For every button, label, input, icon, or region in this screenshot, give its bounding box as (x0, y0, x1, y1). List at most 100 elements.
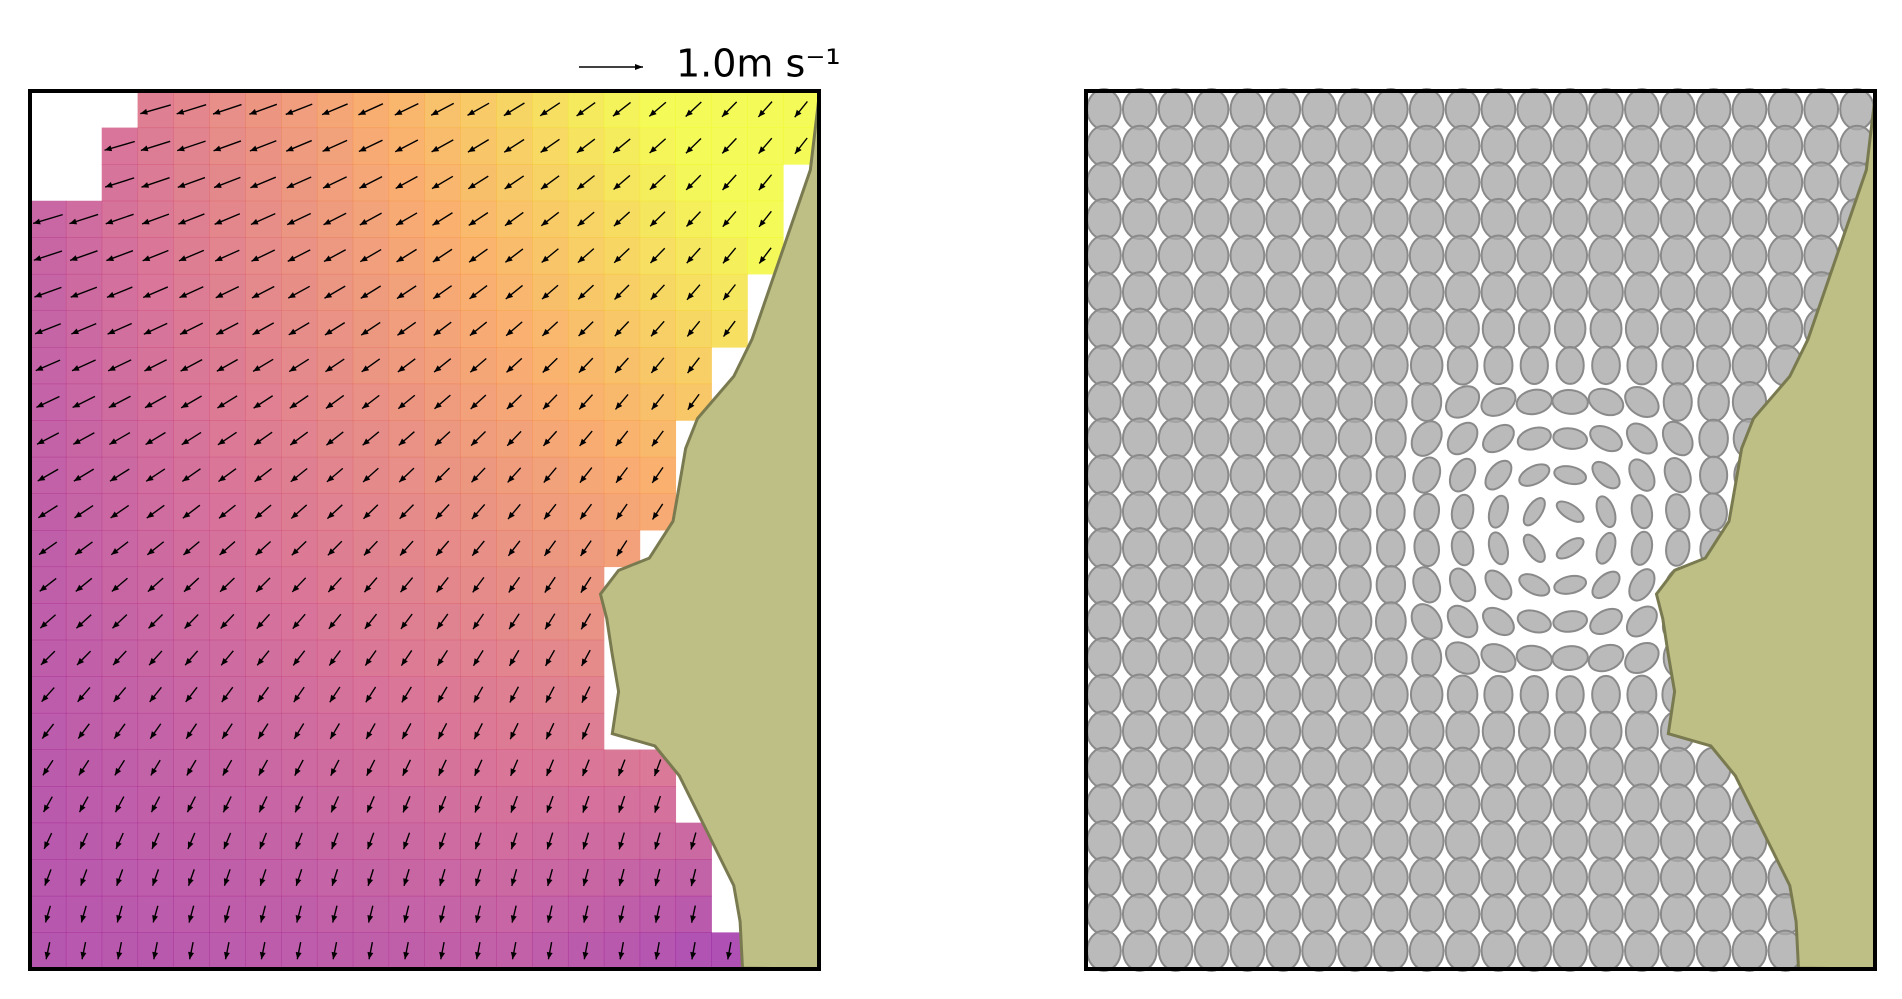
velocity-arrow-head (649, 146, 657, 154)
ellipse (1767, 307, 1804, 350)
velocity-arrow-head (546, 731, 552, 740)
ellipse (1193, 454, 1230, 497)
velocity-arrow-head (403, 951, 410, 960)
velocity-arrow-head (685, 109, 693, 117)
velocity-arrow-head (326, 475, 335, 482)
velocity-arrow-head (654, 915, 661, 923)
ellipse (1731, 893, 1768, 936)
velocity-arrow-head (105, 218, 114, 225)
velocity-arrow-head (794, 109, 802, 118)
velocity-arrow-head (116, 878, 122, 886)
ellipse (1552, 197, 1589, 241)
ellipse (1121, 307, 1158, 350)
velocity-arrow-head (365, 658, 372, 666)
coastline (598, 96, 821, 971)
velocity-arrow-head (546, 951, 553, 960)
velocity-arrow-head (106, 255, 114, 261)
ellipse (1193, 527, 1230, 570)
velocity-arrow-head (150, 731, 157, 739)
velocity-arrow-head (184, 584, 192, 592)
velocity-arrow-head (44, 914, 51, 923)
ellipse (1157, 234, 1194, 277)
ellipse (1157, 563, 1194, 606)
ellipse (1193, 929, 1230, 972)
velocity-arrow-head (358, 109, 367, 115)
ellipse (1301, 271, 1337, 314)
ellipse (1699, 455, 1729, 495)
velocity-arrow-head (439, 841, 445, 850)
ellipse (1229, 600, 1266, 643)
velocity-arrow-head (398, 438, 406, 446)
velocity-arrow-head (543, 402, 551, 410)
velocity-arrow-head (402, 731, 409, 740)
velocity-arrow-head (363, 475, 371, 482)
velocity-arrow-head (256, 621, 264, 629)
velocity-arrow-head (540, 182, 549, 190)
ellipse (1372, 88, 1409, 131)
ellipse (1229, 746, 1266, 789)
ellipse (1624, 710, 1659, 752)
ellipse (1551, 645, 1589, 671)
velocity-arrow-head (110, 474, 118, 482)
ellipse (1480, 856, 1517, 899)
ellipse (1301, 563, 1337, 606)
ellipse (1695, 271, 1732, 314)
velocity-arrow-head (651, 402, 659, 410)
velocity-arrow-head (394, 109, 403, 116)
velocity-arrow-head (540, 145, 549, 153)
velocity-arrow-head (112, 621, 120, 629)
velocity-arrow-head (473, 694, 480, 703)
ellipse (1374, 381, 1408, 423)
velocity-arrow-head (361, 328, 369, 336)
velocity-arrow-head (503, 109, 512, 116)
velocity-arrow-head (111, 548, 119, 555)
velocity-arrow-head (108, 401, 117, 408)
velocity-arrow-head (613, 146, 621, 153)
velocity-arrow-head (215, 255, 223, 262)
velocity-arrow-head (250, 218, 259, 225)
ellipse (1374, 601, 1407, 642)
ellipse (1522, 497, 1546, 527)
velocity-arrow-head (690, 878, 696, 887)
velocity-arrow-head (614, 328, 622, 337)
velocity-arrow-head (254, 475, 262, 482)
velocity-arrow-head (214, 218, 223, 225)
velocity-arrow-head (294, 768, 301, 776)
ellipse (1662, 382, 1693, 422)
ellipse (1480, 124, 1517, 167)
velocity-arrow-head (251, 292, 260, 298)
ellipse (1193, 783, 1230, 826)
ellipse (1193, 88, 1230, 131)
velocity-arrow-head (286, 182, 295, 188)
velocity-arrow-head (37, 438, 45, 445)
ellipse (1481, 710, 1516, 752)
ellipse (1337, 856, 1373, 899)
ellipse (1229, 380, 1266, 424)
ellipse (1767, 124, 1804, 167)
ellipse (1589, 424, 1623, 453)
velocity-arrow-head (259, 878, 266, 886)
velocity-arrow-head (214, 182, 222, 188)
ellipse (1337, 783, 1373, 826)
ellipse (1193, 307, 1230, 350)
velocity-arrow-head (722, 109, 730, 117)
velocity-arrow-head (616, 511, 623, 520)
ellipse (1767, 197, 1804, 241)
ellipse (1372, 819, 1409, 863)
ellipse (1193, 490, 1230, 533)
ellipse (1229, 636, 1266, 680)
ellipse (1338, 527, 1372, 569)
ellipse (1157, 307, 1194, 350)
velocity-arrow-head (396, 292, 405, 299)
ellipse (1731, 307, 1768, 350)
ellipse (1480, 197, 1517, 241)
ellipse (1516, 929, 1553, 972)
ellipse (1665, 493, 1691, 531)
velocity-arrow-head (152, 841, 158, 849)
velocity-arrow-head (35, 365, 44, 371)
ellipse (1626, 345, 1658, 386)
velocity-arrow-head (187, 878, 194, 886)
velocity-arrow-head (113, 657, 121, 666)
velocity-arrow-head (39, 548, 47, 555)
velocity-panel (28, 89, 821, 971)
